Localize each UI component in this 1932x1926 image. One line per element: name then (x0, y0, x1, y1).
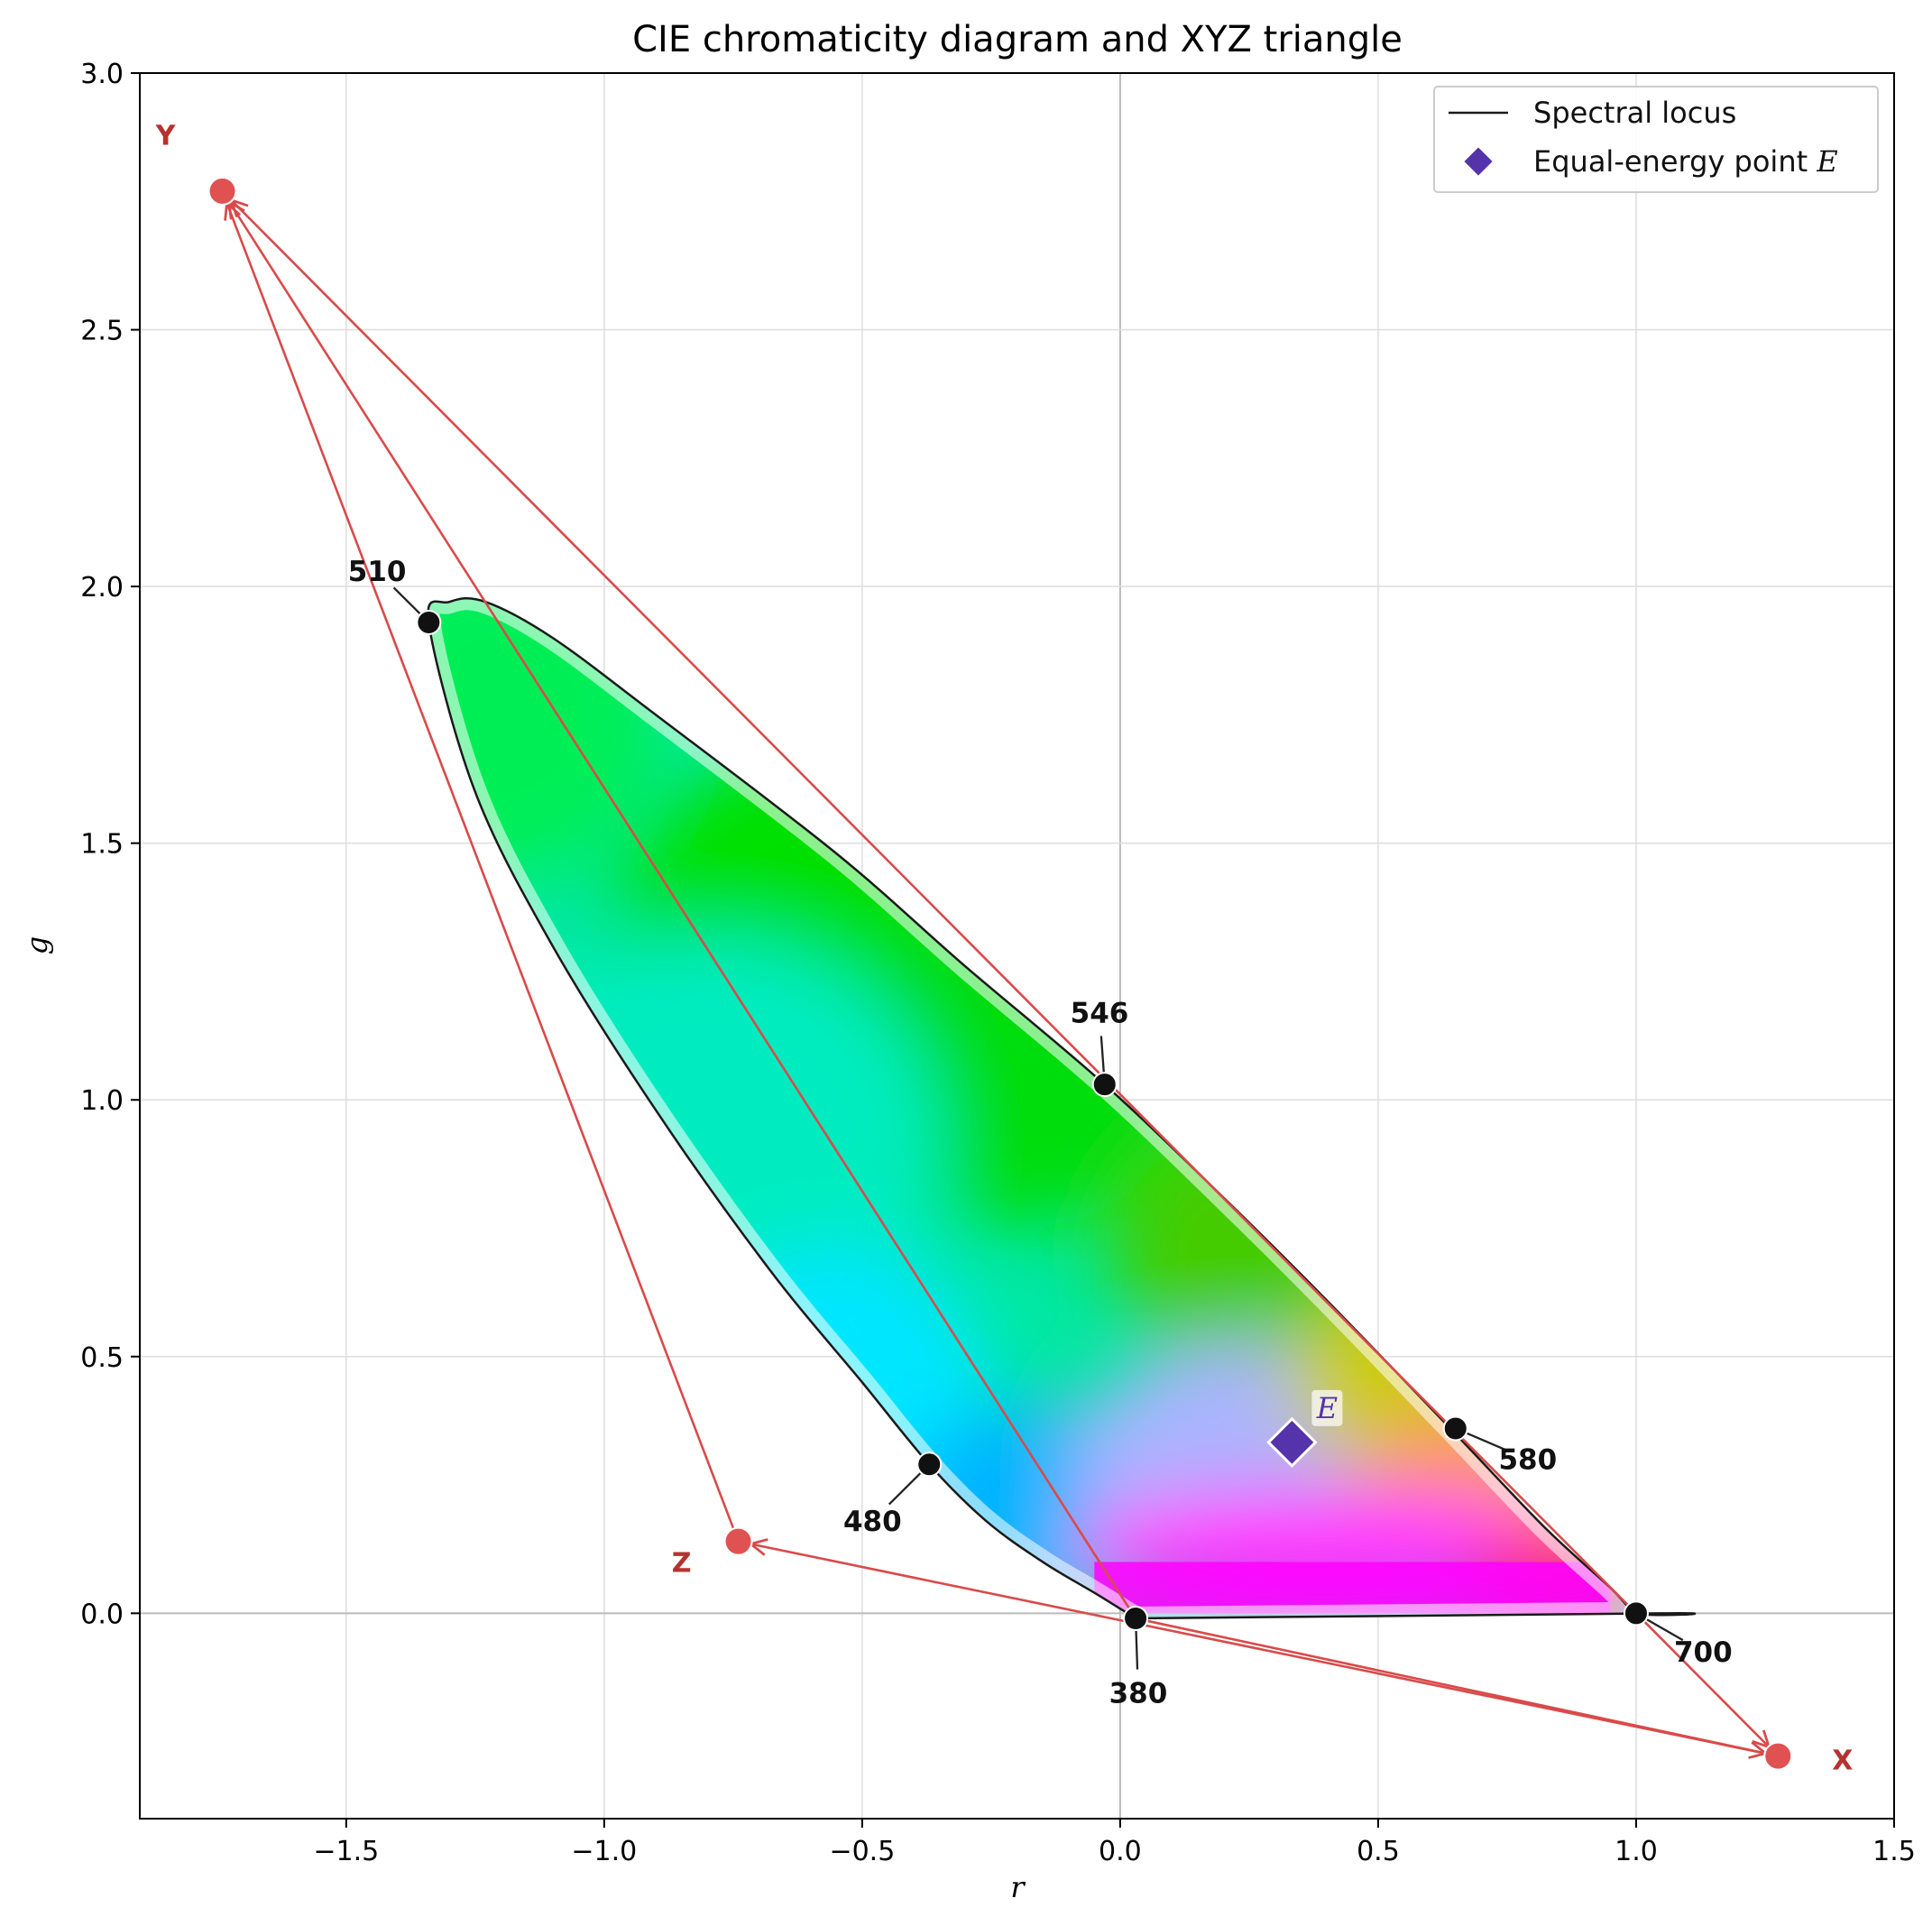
wavelength-markers: 510 546 480 580 700 380 (348, 556, 1733, 1710)
equal-energy-label: E (1316, 1391, 1338, 1425)
axis-ticks: −1.5 −1.0 −0.5 0.0 0.5 1.0 1.5 0.0 0.5 1.0 1.5 2.0 2… (80, 59, 1916, 1867)
chart-title: CIE chromaticity diagram and XYZ triangl… (632, 19, 1403, 60)
primary-label-Z: Z (672, 1547, 692, 1579)
legend-diamond-swatch (1461, 144, 1495, 179)
x-tick-label-5: 1.0 (1615, 1836, 1658, 1867)
y-tick-label-6: 3.0 (80, 59, 124, 90)
y-tick-label-4: 2.0 (80, 572, 124, 604)
primary-dot-Z (723, 1526, 753, 1556)
y-tick-label-3: 1.5 (80, 829, 124, 861)
wavelength-label-380: 380 (1109, 1678, 1168, 1710)
wavelength-dot-580 (1442, 1415, 1468, 1442)
wavelength-dot-380 (1123, 1606, 1149, 1632)
wavelength-label-546: 546 (1071, 997, 1129, 1029)
xyz-triangle (227, 200, 1779, 1756)
x-tick-label-1: −1.0 (571, 1836, 637, 1867)
primary-label-X: X (1832, 1746, 1853, 1777)
gamut-fill (428, 598, 1696, 1618)
legend-spectral-locus: Spectral locus (1533, 96, 1736, 130)
wavelength-label-700: 700 (1674, 1636, 1733, 1669)
gamut-clip-group (428, 598, 1696, 1618)
legend: Spectral locus Equal-energy point E (1433, 86, 1879, 193)
x-tick-label-6: 1.5 (1872, 1836, 1916, 1867)
y-tick-label-5: 2.5 (80, 316, 124, 347)
xyz-primaries: X Y Z (155, 120, 1854, 1776)
equal-energy-marker (1266, 1416, 1318, 1468)
wavelength-dot-546 (1091, 1072, 1118, 1098)
x-tick-label-3: 0.0 (1099, 1836, 1142, 1867)
y-axis-label: g (20, 936, 54, 954)
wavelength-dot-480 (916, 1451, 943, 1478)
wavelength-dot-700 (1623, 1600, 1649, 1627)
wavelength-dot-510 (416, 609, 442, 635)
y-tick-label-2: 1.0 (80, 1085, 124, 1117)
equal-energy-layer: E (1266, 1389, 1343, 1468)
primary-label-Y: Y (155, 120, 177, 152)
legend-box (1433, 86, 1879, 193)
wavelength-label-480: 480 (843, 1506, 902, 1538)
x-axis-label: r (1010, 1870, 1026, 1904)
triangle-arrow-4 (750, 1544, 1779, 1757)
triangle-arrow-5 (227, 203, 740, 1543)
primary-dot-X (1763, 1741, 1793, 1771)
plot-frame (139, 72, 1895, 1820)
spectral-locus-line (427, 597, 1697, 1620)
triangle-arrow-0 (1635, 1612, 1769, 1746)
triangle-arrow-3 (231, 200, 1637, 1615)
equal-energy-label-bg (1311, 1389, 1343, 1426)
gamut-base (428, 598, 1696, 1618)
x-tick-label-0: −1.5 (313, 1836, 379, 1867)
legend-equal-energy: Equal-energy point E (1533, 144, 1838, 179)
spectral-locus-layer (427, 597, 1697, 1620)
primary-dot-Y (207, 176, 237, 206)
y-tick-label-1: 0.5 (80, 1342, 124, 1374)
wavelength-label-580: 580 (1498, 1444, 1557, 1477)
x-tick-label-2: −0.5 (829, 1836, 895, 1867)
x-tick-label-4: 0.5 (1357, 1836, 1400, 1867)
wavelength-label-510: 510 (348, 556, 407, 588)
triangle-arrow-2 (229, 202, 1137, 1619)
grid (140, 72, 1895, 1819)
y-tick-label-0: 0.0 (80, 1599, 124, 1630)
